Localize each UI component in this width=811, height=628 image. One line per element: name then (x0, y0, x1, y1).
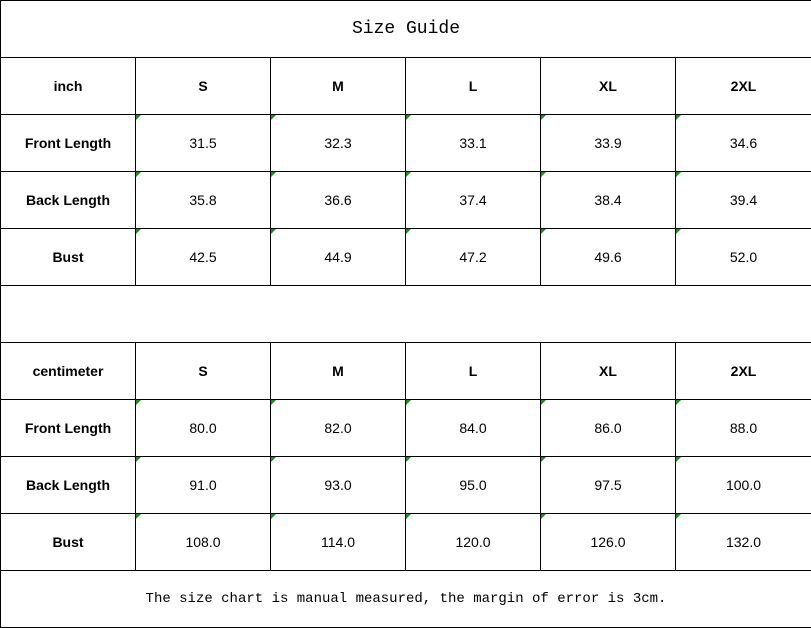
measurement-cell: 33.1 (405, 114, 541, 172)
blank-cell (0, 285, 811, 343)
measurement-cell: 38.4 (540, 171, 676, 229)
measurement-cell: 120.0 (405, 513, 541, 571)
measurement-cell: 34.6 (675, 114, 811, 172)
measurement-cell: 31.5 (135, 114, 271, 172)
size-header: L (405, 342, 541, 400)
measurement-cell: 88.0 (675, 399, 811, 457)
measurement-cell: 82.0 (270, 399, 406, 457)
measurement-note: The size chart is manual measured, the m… (0, 570, 811, 628)
size-header: L (405, 57, 541, 115)
measurement-cell: 100.0 (675, 456, 811, 514)
table-row: Front Length 31.5 32.3 33.1 33.9 34.6 (0, 114, 811, 172)
measurement-cell: 32.3 (270, 114, 406, 172)
spacer-row (0, 285, 811, 343)
measurement-cell: 132.0 (675, 513, 811, 571)
row-label: Front Length (0, 114, 136, 172)
measurement-cell: 93.0 (270, 456, 406, 514)
size-header: XL (540, 57, 676, 115)
measurement-cell: 49.6 (540, 228, 676, 286)
size-header: 2XL (675, 342, 811, 400)
row-label: Bust (0, 513, 136, 571)
unit-header: centimeter (0, 342, 136, 400)
measurement-cell: 37.4 (405, 171, 541, 229)
table-row: Back Length 35.8 36.6 37.4 38.4 39.4 (0, 171, 811, 229)
measurement-cell: 35.8 (135, 171, 271, 229)
size-header: XL (540, 342, 676, 400)
measurement-cell: 36.6 (270, 171, 406, 229)
measurement-cell: 44.9 (270, 228, 406, 286)
size-header: S (135, 342, 271, 400)
measurement-cell: 95.0 (405, 456, 541, 514)
measurement-cell: 80.0 (135, 399, 271, 457)
row-label: Back Length (0, 456, 136, 514)
measurement-cell: 97.5 (540, 456, 676, 514)
measurement-cell: 84.0 (405, 399, 541, 457)
table-row: Front Length 80.0 82.0 84.0 86.0 88.0 (0, 399, 811, 457)
measurement-cell: 39.4 (675, 171, 811, 229)
cm-table-header-row: centimeter S M L XL 2XL (0, 342, 811, 400)
row-label: Front Length (0, 399, 136, 457)
row-label: Back Length (0, 171, 136, 229)
size-header: M (270, 342, 406, 400)
size-header: 2XL (675, 57, 811, 115)
measurement-cell: 33.9 (540, 114, 676, 172)
table-row: Bust 42.5 44.9 47.2 49.6 52.0 (0, 228, 811, 286)
table-row: Bust 108.0 114.0 120.0 126.0 132.0 (0, 513, 811, 571)
size-header: S (135, 57, 271, 115)
measurement-cell: 126.0 (540, 513, 676, 571)
measurement-cell: 52.0 (675, 228, 811, 286)
size-header: M (270, 57, 406, 115)
unit-header: inch (0, 57, 136, 115)
measurement-cell: 42.5 (135, 228, 271, 286)
measurement-cell: 47.2 (405, 228, 541, 286)
row-label: Bust (0, 228, 136, 286)
measurement-cell: 114.0 (270, 513, 406, 571)
title-row: Size Guide (0, 0, 811, 58)
page-title: Size Guide (0, 0, 811, 58)
table-row: Back Length 91.0 93.0 95.0 97.5 100.0 (0, 456, 811, 514)
inch-table-header-row: inch S M L XL 2XL (0, 57, 811, 115)
measurement-cell: 108.0 (135, 513, 271, 571)
measurement-cell: 91.0 (135, 456, 271, 514)
note-row: The size chart is manual measured, the m… (0, 570, 811, 628)
measurement-cell: 86.0 (540, 399, 676, 457)
